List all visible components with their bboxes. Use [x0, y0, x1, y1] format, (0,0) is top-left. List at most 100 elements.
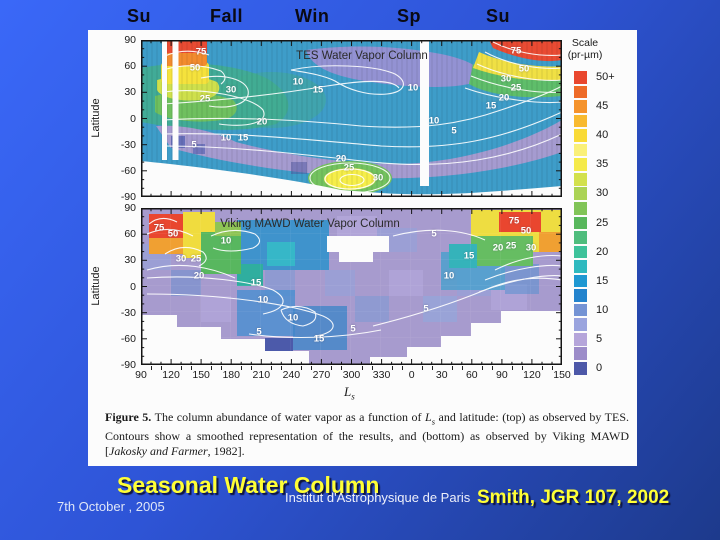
- y-tick-label: 60: [124, 60, 136, 73]
- x-minor-tick: [491, 366, 493, 370]
- legend-swatch: [574, 231, 587, 244]
- x-minor-tick: [341, 366, 343, 370]
- legend-label: 15: [596, 274, 609, 287]
- x-tick-label: 330: [372, 369, 391, 381]
- y-tick-label: 0: [130, 280, 136, 293]
- tes-data-gaps: [141, 40, 562, 197]
- x-minor-tick: [151, 366, 153, 370]
- x-tick-label: 270: [312, 369, 331, 381]
- y-tick-label: 60: [124, 228, 136, 241]
- legend-label: 0: [596, 362, 603, 374]
- x-minor-tick: [281, 366, 283, 370]
- x-tick-label: 300: [342, 369, 361, 381]
- y-tick-label: -90: [120, 191, 136, 203]
- caption-citation: Jakosky and Farmer: [109, 444, 208, 459]
- x-axis-title: Ls: [344, 384, 355, 402]
- slide-title: Seasonal Water Column: [117, 472, 380, 498]
- legend-label: 10: [596, 303, 609, 316]
- legend-swatch: [574, 216, 587, 230]
- x-minor-tick: [271, 366, 273, 370]
- tes-panel-frame: [141, 40, 562, 197]
- season-label-su-1: Su: [127, 6, 152, 26]
- viking-contour-lines: [146, 217, 562, 339]
- y-tick-label: -30: [120, 138, 136, 151]
- tes-panel: TES Water Vapor Column: [141, 40, 562, 197]
- tes-contour-lines: [162, 41, 562, 194]
- date-text: 7th October , 2005: [57, 499, 165, 514]
- season-label-fall: Fall: [210, 6, 244, 26]
- y-tick-label: -30: [120, 306, 136, 319]
- y-tick-label: 90: [124, 202, 136, 214]
- scale-title: Scale: [571, 37, 599, 49]
- legend-swatch: [574, 100, 587, 113]
- x-minor-tick: [421, 366, 423, 370]
- x-tick-label: 0: [408, 369, 415, 381]
- legend-swatch: [574, 201, 587, 215]
- y-tick-label: -90: [120, 359, 136, 371]
- tes-heatmap-svg: [141, 40, 562, 197]
- y-tick-label: 0: [130, 112, 136, 125]
- x-tick-label: 120: [523, 369, 541, 381]
- x-minor-tick: [161, 366, 163, 370]
- season-label-su-2: Su: [486, 6, 511, 26]
- season-label-win: Win: [295, 6, 330, 26]
- x-minor-tick: [251, 366, 253, 370]
- legend-label: 40: [596, 129, 609, 142]
- x-minor-tick: [221, 366, 223, 370]
- x-tick-label: 150: [192, 369, 210, 381]
- x-minor-tick: [541, 366, 543, 370]
- x-minor-tick: [461, 366, 463, 370]
- scale-colorbar: [574, 71, 587, 379]
- x-minor-tick: [181, 366, 183, 370]
- legend-label: 50+: [596, 71, 615, 83]
- legend-swatch: [574, 71, 587, 84]
- y-tick-label: 30: [124, 86, 136, 99]
- legend-swatch: [574, 332, 587, 346]
- x-tick-label: 240: [282, 369, 301, 381]
- legend-swatch: [574, 318, 587, 332]
- caption-text-1: The column abundance of water vapor as a…: [154, 410, 425, 424]
- x-tick-label: 180: [222, 369, 240, 381]
- figure-caption: Figure 5. The column abundance of water …: [105, 410, 629, 459]
- viking-heatmap-svg: [141, 208, 562, 365]
- legend-swatch: [574, 129, 587, 142]
- figure-caption-label: Figure 5.: [105, 410, 152, 424]
- scale-units: (pr-µm): [567, 49, 603, 61]
- legend-label: 30: [596, 187, 609, 200]
- tes-panel-title: TES Water Vapor Column: [296, 50, 428, 62]
- viking-data-gaps: [141, 236, 562, 365]
- legend-label: 20: [596, 245, 609, 258]
- institute-text: Institut d'Astrophysique de Paris: [285, 490, 471, 505]
- x-minor-tick: [521, 366, 523, 370]
- legend-swatch: [574, 289, 587, 302]
- x-minor-tick: [511, 366, 513, 370]
- legend-swatch: [574, 158, 587, 171]
- legend-swatch: [574, 187, 587, 201]
- legend-label: 25: [596, 216, 609, 229]
- y-tick-label: 30: [124, 254, 136, 267]
- x-minor-tick: [311, 366, 313, 370]
- x-tick-label: 90: [135, 369, 147, 381]
- x-minor-tick: [191, 366, 193, 370]
- legend-label: 45: [596, 100, 609, 113]
- x-tick-label: 90: [496, 369, 508, 381]
- legend-swatch: [574, 362, 587, 375]
- x-minor-tick: [211, 366, 213, 370]
- x-tick-label: 210: [252, 369, 271, 381]
- x-tick-label: 60: [465, 369, 478, 381]
- legend-swatch: [574, 143, 587, 157]
- x-minor-tick: [301, 366, 303, 370]
- viking-y-axis-title: Latitude: [90, 266, 102, 306]
- legend-label: 35: [596, 158, 609, 171]
- x-minor-tick: [551, 366, 553, 370]
- y-tick-label: -60: [120, 332, 136, 345]
- legend-swatch: [574, 303, 587, 317]
- x-minor-tick: [431, 366, 433, 370]
- x-tick-label: 30: [435, 369, 448, 381]
- viking-panel-frame: [141, 208, 562, 365]
- x-minor-tick: [451, 366, 453, 370]
- legend-swatch: [574, 274, 587, 288]
- viking-panel: Viking MAWD Water Vapor Column: [141, 208, 562, 365]
- tes-y-axis-title: Latitude: [90, 98, 102, 138]
